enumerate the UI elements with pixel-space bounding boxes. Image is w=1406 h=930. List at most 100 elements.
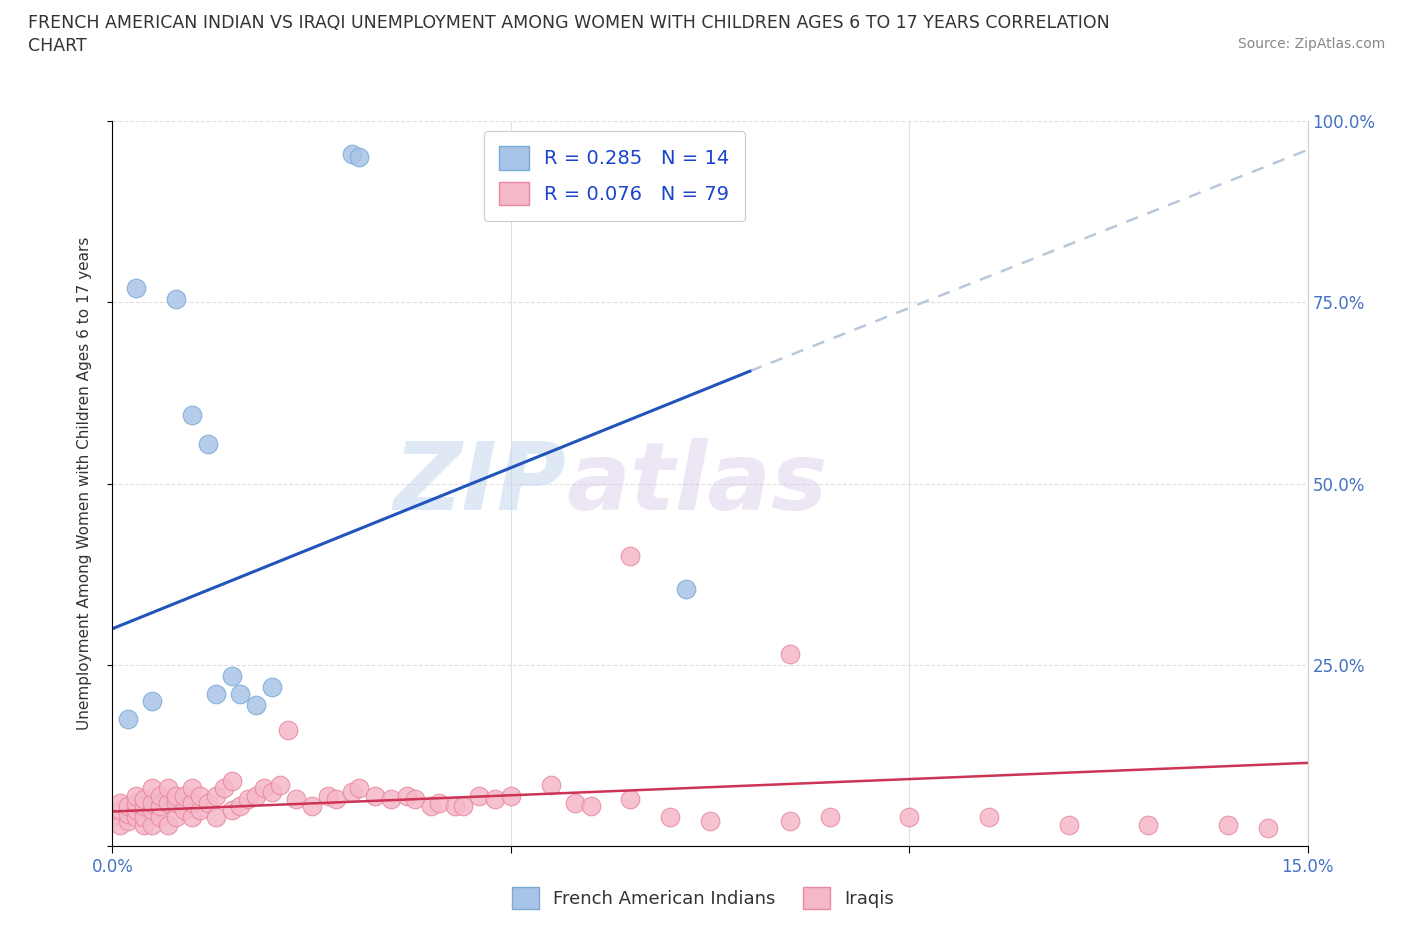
Point bbox=[420, 799, 443, 814]
Point bbox=[301, 799, 323, 814]
Point bbox=[205, 810, 228, 825]
Point bbox=[125, 810, 148, 825]
Point bbox=[173, 803, 195, 817]
Point bbox=[117, 814, 139, 829]
Text: CHART: CHART bbox=[28, 37, 87, 55]
Point bbox=[110, 803, 132, 817]
Point bbox=[1257, 821, 1279, 836]
Point bbox=[619, 791, 641, 806]
Point bbox=[165, 291, 187, 306]
Point bbox=[125, 803, 148, 817]
Point bbox=[619, 549, 641, 564]
Point bbox=[188, 788, 211, 803]
Point bbox=[141, 795, 163, 810]
Point bbox=[157, 817, 180, 832]
Point bbox=[221, 774, 243, 789]
Point bbox=[125, 280, 148, 295]
Point bbox=[340, 785, 363, 800]
Point bbox=[157, 781, 180, 796]
Text: Source: ZipAtlas.com: Source: ZipAtlas.com bbox=[1237, 37, 1385, 51]
Point bbox=[134, 799, 156, 814]
Point bbox=[659, 810, 682, 825]
Point bbox=[181, 810, 204, 825]
Point bbox=[579, 799, 602, 814]
Point bbox=[134, 817, 156, 832]
Point bbox=[564, 795, 586, 810]
Point bbox=[1216, 817, 1239, 832]
Point bbox=[404, 791, 426, 806]
Point bbox=[188, 803, 211, 817]
Point bbox=[229, 799, 252, 814]
Text: FRENCH AMERICAN INDIAN VS IRAQI UNEMPLOYMENT AMONG WOMEN WITH CHILDREN AGES 6 TO: FRENCH AMERICAN INDIAN VS IRAQI UNEMPLOY… bbox=[28, 14, 1109, 32]
Point bbox=[125, 795, 148, 810]
Point bbox=[205, 686, 228, 701]
Point bbox=[141, 694, 163, 709]
Point bbox=[349, 150, 371, 165]
Point bbox=[396, 788, 419, 803]
Point bbox=[540, 777, 562, 792]
Point bbox=[269, 777, 291, 792]
Point bbox=[349, 781, 371, 796]
Point bbox=[173, 788, 195, 803]
Point bbox=[427, 795, 450, 810]
Point bbox=[484, 791, 506, 806]
Point bbox=[1057, 817, 1080, 832]
Point bbox=[236, 791, 259, 806]
Point bbox=[149, 810, 172, 825]
Point bbox=[779, 814, 801, 829]
Point bbox=[451, 799, 474, 814]
Point bbox=[197, 436, 219, 451]
Point bbox=[779, 646, 801, 661]
Point bbox=[898, 810, 921, 825]
Point bbox=[117, 712, 139, 727]
Point bbox=[675, 581, 697, 596]
Point bbox=[284, 791, 307, 806]
Point bbox=[245, 788, 267, 803]
Point bbox=[468, 788, 491, 803]
Point bbox=[221, 803, 243, 817]
Point bbox=[340, 146, 363, 161]
Legend: French American Indians, Iraqis: French American Indians, Iraqis bbox=[505, 880, 901, 916]
Point bbox=[149, 799, 172, 814]
Point bbox=[141, 803, 163, 817]
Point bbox=[110, 795, 132, 810]
Point bbox=[141, 817, 163, 832]
Point bbox=[165, 795, 187, 810]
Point bbox=[157, 795, 180, 810]
Point bbox=[117, 806, 139, 821]
Point bbox=[165, 788, 187, 803]
Point bbox=[205, 788, 228, 803]
Point bbox=[165, 810, 187, 825]
Y-axis label: Unemployment Among Women with Children Ages 6 to 17 years: Unemployment Among Women with Children A… bbox=[77, 237, 91, 730]
Point bbox=[149, 788, 172, 803]
Point bbox=[380, 791, 402, 806]
Point bbox=[110, 817, 132, 832]
Point bbox=[1137, 817, 1160, 832]
Point bbox=[197, 795, 219, 810]
Point bbox=[818, 810, 841, 825]
Point bbox=[325, 791, 347, 806]
Point bbox=[444, 799, 467, 814]
Legend: R = 0.285   N = 14, R = 0.076   N = 79: R = 0.285 N = 14, R = 0.076 N = 79 bbox=[484, 130, 745, 220]
Point bbox=[260, 785, 283, 800]
Point bbox=[229, 686, 252, 701]
Point bbox=[699, 814, 721, 829]
Point bbox=[212, 781, 235, 796]
Point bbox=[316, 788, 339, 803]
Point bbox=[181, 781, 204, 796]
Point bbox=[134, 791, 156, 806]
Point bbox=[134, 810, 156, 825]
Point bbox=[181, 795, 204, 810]
Point bbox=[125, 788, 148, 803]
Point bbox=[260, 679, 283, 694]
Point bbox=[181, 407, 204, 422]
Point bbox=[977, 810, 1000, 825]
Point bbox=[117, 799, 139, 814]
Text: ZIP: ZIP bbox=[394, 438, 567, 529]
Point bbox=[253, 781, 276, 796]
Text: atlas: atlas bbox=[567, 438, 828, 529]
Point bbox=[141, 781, 163, 796]
Point bbox=[221, 669, 243, 684]
Point bbox=[499, 788, 522, 803]
Point bbox=[101, 810, 124, 825]
